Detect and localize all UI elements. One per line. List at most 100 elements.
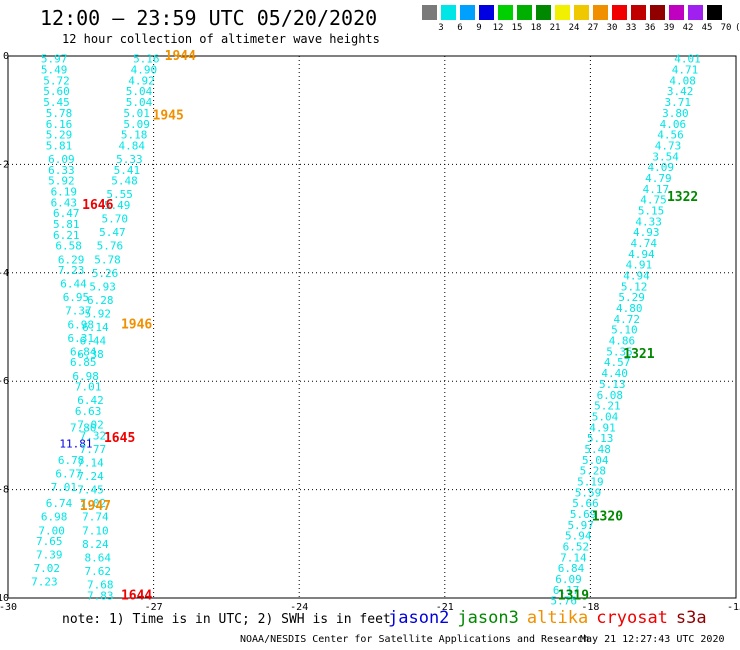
wave-height-label: 5.48 [584, 443, 611, 456]
legend-item-altika: altika [526, 608, 589, 628]
wave-height-label: 5.69 [570, 508, 597, 521]
wave-height-label: 5.78 [94, 253, 121, 266]
pass-time-label: 1644 [121, 588, 152, 603]
wave-height-label: 6.38 [77, 348, 104, 361]
wave-height-label: 5.01 [123, 107, 150, 120]
wave-height-label: 5.12 [621, 280, 648, 293]
wave-height-label: 5.97 [567, 519, 594, 532]
scale-swatch [498, 5, 513, 20]
scale-swatch [517, 5, 532, 20]
wave-height-label: 5.72 [43, 74, 70, 87]
wave-height-label: 6.47 [53, 207, 80, 220]
pass-time-label: 1320 [592, 510, 623, 525]
legend-item-cryosat: cryosat [596, 608, 668, 628]
wave-height-label: 7.02 [80, 497, 107, 510]
wave-height-label: 5.94 [565, 530, 592, 543]
wave-height-label: 5.19 [577, 475, 604, 488]
wave-height-label: 6.29 [58, 253, 85, 266]
wave-height-label: 4.75 [640, 194, 667, 207]
wave-height-label: 7.39 [36, 549, 63, 562]
y-tick-label: -4 [0, 268, 9, 279]
wave-height-label: 7.37 [65, 305, 92, 318]
wave-height-label: 6.98 [41, 511, 68, 524]
wave-height-label: 6.42 [77, 394, 104, 407]
wave-height-label: 5.29 [46, 129, 73, 142]
y-tick-label: 0 [3, 51, 9, 62]
wave-height-label: 5.29 [618, 291, 645, 304]
wave-height-label: 7.77 [80, 443, 107, 456]
scale-label: 30 [606, 23, 618, 33]
wave-height-label: 5.04 [126, 85, 153, 98]
wave-height-label: 5.18 [121, 129, 148, 142]
wave-height-label: 7.23 [58, 264, 85, 277]
x-tick-label: -30 [0, 602, 17, 613]
wave-height-label: 6.19 [51, 186, 78, 199]
scale-label: 3 [438, 23, 444, 33]
wave-height-label: 5.33 [116, 153, 143, 166]
wave-height-label: 5.41 [114, 164, 141, 177]
wave-height-label: 5.48 [111, 175, 138, 188]
scale-label: 42 [682, 23, 694, 33]
wave-height-label: 4.73 [655, 139, 682, 152]
wave-height-label: 6.44 [60, 278, 87, 291]
wave-height-label: 4.01 [674, 53, 701, 66]
wave-height-label: 6.98 [68, 318, 95, 331]
scale-label: 18 [530, 23, 542, 33]
wave-height-label: 6.98 [72, 370, 99, 383]
scale-label: 45 [701, 23, 713, 33]
wave-height-label: 4.94 [623, 270, 650, 283]
scale-label: 6 [457, 23, 463, 33]
scale-swatch [707, 5, 722, 20]
wave-height-label: 5.92 [85, 307, 112, 320]
wave-height-label: 3.54 [652, 150, 679, 163]
wave-height-label: 6.85 [70, 356, 97, 369]
scale-label: (ft) [735, 23, 740, 33]
generated-timestamp: May 21 12:27:43 UTC 2020 [580, 634, 725, 645]
wave-height-label: 5.55 [106, 188, 133, 201]
wave-height-label: 6.95 [63, 291, 90, 304]
pass-time-label: 1646 [82, 198, 113, 213]
wave-height-label: 4.40 [601, 367, 628, 380]
pass-time-label: 1945 [153, 109, 184, 124]
wave-height-label: 7.01 [51, 481, 78, 494]
wave-height-label: 5.13 [587, 432, 614, 445]
wave-height-label: 6.74 [46, 497, 73, 510]
x-tick-label: -21 [436, 602, 454, 613]
wave-height-label: 5.04 [592, 410, 619, 423]
footer-note: note: 1) Time is in UTC; 2) SWH is in fe… [62, 612, 391, 627]
scale-swatch [669, 5, 684, 20]
wave-height-label: 7.62 [85, 565, 112, 578]
wave-height-label: 6.14 [82, 321, 109, 334]
wave-height-label: 6.43 [51, 196, 78, 209]
scale-label: 21 [549, 23, 561, 33]
wave-height-label: 4.86 [609, 335, 636, 348]
wave-height-label: 6.52 [563, 541, 590, 554]
wave-height-label: 4.91 [589, 421, 616, 434]
wave-height-label: 5.78 [46, 107, 73, 120]
wave-height-label: 7.32 [80, 429, 107, 442]
wave-height-label: 5.81 [53, 218, 80, 231]
scale-swatch [650, 5, 665, 20]
wave-height-label: 7.02 [77, 419, 104, 432]
scale-swatch [593, 5, 608, 20]
scale-swatch [441, 5, 456, 20]
wave-height-label: 7.65 [36, 535, 63, 548]
satellite-legend: jason2 jason3 altika cryosat s3a [388, 608, 715, 628]
wave-height-label: 5.76 [97, 240, 124, 253]
legend-item-jason3: jason3 [457, 608, 519, 628]
y-tick-label: -10 [0, 593, 9, 604]
pass-time-label: 1946 [121, 317, 152, 332]
wave-height-label: 5.35 [606, 345, 633, 358]
wave-height-label: 4.56 [657, 129, 684, 142]
chart-subtitle: 12 hour collection of altimeter wave hei… [62, 32, 380, 46]
wave-height-label: 5.13 [599, 378, 626, 391]
wave-height-label: 6.33 [48, 164, 75, 177]
wave-height-label: 5.10 [611, 324, 638, 337]
scale-label: 27 [587, 23, 599, 33]
wave-height-label: 4.92 [128, 74, 155, 87]
wave-height-label: 5.04 [582, 454, 609, 467]
wave-height-label: 7.14 [560, 551, 587, 564]
wave-height-label: 5.28 [580, 465, 607, 478]
wave-height-label: 7.83 [87, 589, 114, 602]
